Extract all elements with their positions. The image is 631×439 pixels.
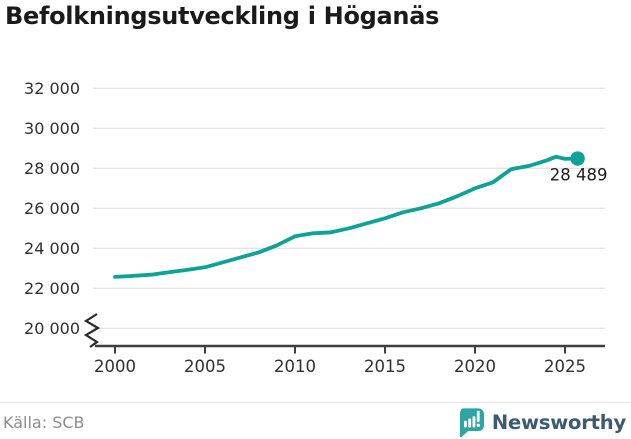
latest-value-dot bbox=[570, 151, 585, 166]
newsworthy-bubble-chart-icon bbox=[459, 407, 484, 437]
x-tick-label: 2005 bbox=[184, 357, 226, 376]
x-tick-label: 2025 bbox=[544, 357, 586, 376]
y-tick-label: 20 000 bbox=[24, 319, 80, 338]
y-tick-label: 22 000 bbox=[24, 279, 80, 298]
population-series-line bbox=[113, 154, 580, 279]
y-tick-label: 30 000 bbox=[24, 119, 80, 138]
y-tick-labels: 20 000 22 000 24 000 26 000 28 000 30 000 32 0… bbox=[24, 79, 80, 338]
newsworthy-logo[interactable]: Newsworthy bbox=[454, 406, 626, 439]
x-tick-label: 2020 bbox=[454, 357, 496, 376]
newsworthy-wordmark: Newsworthy bbox=[491, 410, 626, 434]
x-tick-label: 2000 bbox=[94, 357, 136, 376]
y-gridlines bbox=[93, 87, 605, 329]
x-tick-label: 2015 bbox=[364, 357, 406, 376]
axis-break-icon bbox=[83, 313, 101, 348]
y-tick-label: 28 000 bbox=[24, 159, 80, 178]
x-axis: 2000 2005 2010 2015 2020 2025 bbox=[94, 344, 605, 376]
source-label: Källa: SCB bbox=[3, 412, 85, 432]
chart-title: Befolkningsutveckling i Höganäs bbox=[5, 2, 440, 30]
y-tick-label: 32 000 bbox=[24, 79, 80, 98]
x-tick-label: 2010 bbox=[274, 357, 316, 376]
latest-value-label: 28 489 bbox=[550, 166, 608, 185]
y-tick-label: 24 000 bbox=[24, 239, 80, 258]
y-tick-label: 26 000 bbox=[24, 199, 80, 218]
chart-footer: Källa: SCB Newsworthy bbox=[0, 402, 631, 439]
